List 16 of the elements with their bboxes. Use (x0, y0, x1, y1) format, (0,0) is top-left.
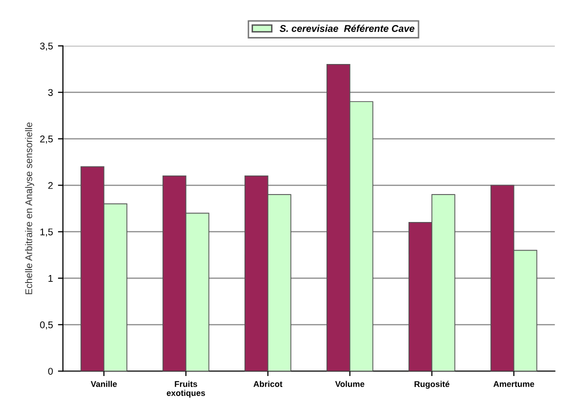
x-tick-label: Volume (335, 380, 364, 387)
y-tick-label: 0 (48, 368, 53, 375)
x-tick-label: Fruits exotiques (166, 380, 206, 398)
y-tick-label: 2 (48, 182, 53, 189)
legend-label: S. cerevisiae Référente Cave (280, 24, 414, 32)
y-axis-title: Echelle Arbitraire en Analyse sensorielle (25, 122, 34, 294)
y-tick-label: 2,5 (40, 136, 53, 144)
y-tick-label: 1,5 (40, 228, 53, 236)
y-tick-label: 0,5 (40, 321, 53, 330)
y-tick-label: 3 (48, 89, 53, 96)
x-tick-label: Rugosité (414, 380, 450, 389)
x-tick-label: Abricot (254, 380, 282, 387)
x-tick-label: Amertume (493, 381, 534, 387)
y-tick-label: 1 (48, 275, 53, 282)
y-tick-label: 3,5 (40, 42, 53, 51)
x-tick-label: Vanille (90, 380, 117, 387)
